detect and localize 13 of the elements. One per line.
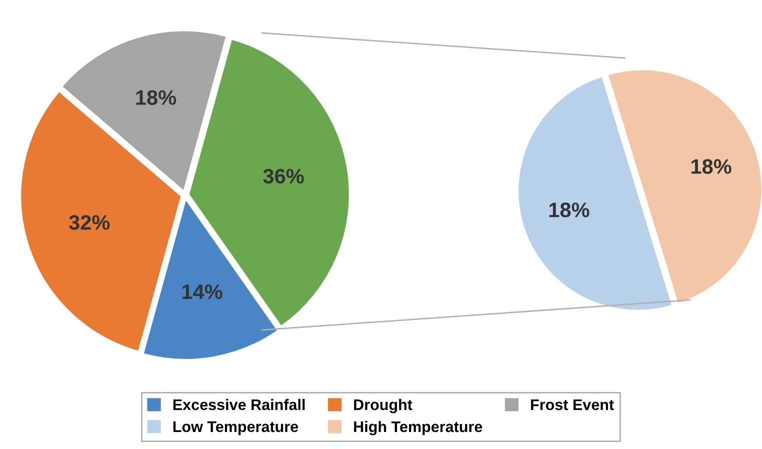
data-label: 18% [549, 202, 590, 218]
data-label: 18% [136, 90, 176, 105]
legend-label: Frost Event [531, 399, 614, 410]
legend-label: High Temperature [354, 420, 482, 436]
data-label: 32% [69, 215, 110, 230]
pie-slice [516, 74, 674, 312]
legend-label: Low Temperature [173, 421, 298, 436]
legend-label: Drought [354, 398, 412, 414]
data-label: 36% [263, 168, 304, 184]
data-label: 14% [182, 284, 222, 300]
data-label: 18% [692, 159, 732, 174]
pie-slice [606, 68, 762, 306]
legend-label: Excessive Rainfall [173, 398, 305, 410]
